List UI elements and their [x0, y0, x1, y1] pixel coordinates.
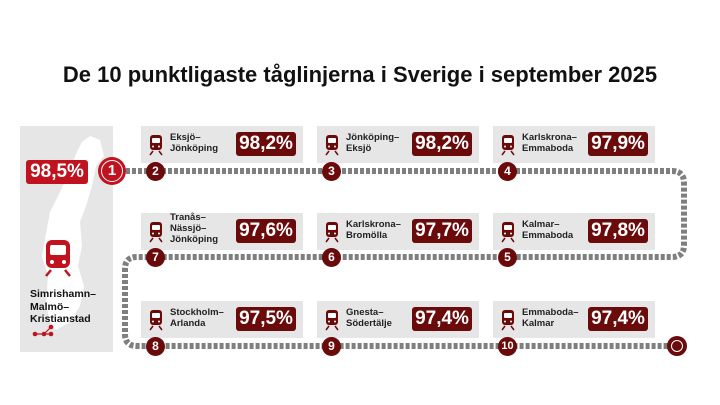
route-network-icon: [32, 324, 54, 337]
percent-badge: 97,5%: [236, 307, 296, 331]
route-line: Kalmar: [522, 318, 555, 329]
train-icon: [501, 135, 515, 156]
rank-marker: 8: [146, 337, 165, 356]
route-card: Emmaboda– Kalmar 97,4%: [493, 301, 655, 338]
route-line: Södertälje: [346, 318, 392, 329]
rank-number: 1: [101, 160, 123, 182]
route-line: Emmaboda: [522, 143, 574, 154]
percent-badge: 97,4%: [412, 307, 472, 331]
top-percent-badge: 98,5%: [26, 160, 88, 184]
route-card: Gnesta– Södertälje 97,4%: [317, 301, 479, 338]
route-line: Nässjö–: [170, 223, 207, 234]
route-name: Kalmar– Emmaboda: [522, 219, 573, 241]
train-icon: [149, 135, 163, 156]
rank-marker: 2: [146, 162, 165, 181]
route-card: Karlskrona– Emmaboda 97,9%: [493, 126, 655, 163]
percent-badge: 97,8%: [588, 219, 648, 243]
route-line: Emmaboda–: [522, 307, 579, 318]
route-name: Gnesta– Södertälje: [346, 307, 392, 329]
route-name: Karlskrona– Bromölla: [346, 219, 401, 241]
route-line: Eksjö–: [170, 132, 201, 143]
route-card: Jönköping– Eksjö 98,2%: [317, 126, 479, 163]
route-line: Bromölla: [346, 230, 388, 241]
rank-marker: 7: [146, 248, 165, 267]
rank-marker: 6: [322, 248, 341, 267]
rank-marker: 9: [322, 337, 341, 356]
route-name: Jönköping– Eksjö: [346, 132, 399, 154]
train-icon: [325, 135, 339, 156]
route-card: Stockholm– Arlanda 97,5%: [141, 301, 303, 338]
route-line: Eksjö: [346, 143, 372, 154]
train-icon: [325, 310, 339, 331]
route-card: Tranås– Nässjö– Jönköping 97,6%: [141, 212, 303, 250]
rank-marker: 5: [498, 248, 517, 267]
route-name: Eksjö– Jönköping: [170, 132, 218, 154]
percent-badge: 97,6%: [236, 219, 296, 243]
route-name: Emmaboda– Kalmar: [522, 307, 579, 329]
percent-badge: 98,2%: [236, 132, 296, 156]
percent-badge: 97,9%: [588, 132, 648, 156]
train-icon: [45, 240, 71, 277]
train-icon: [149, 222, 163, 243]
route-line: Kalmar–: [522, 219, 560, 230]
route-line: Karlskrona–: [346, 219, 401, 230]
route-line: Malmö–: [30, 300, 70, 313]
route-line: Gnesta–: [346, 307, 384, 318]
route-line: Jönköping: [170, 143, 219, 154]
route-name: Karlskrona– Emmaboda: [522, 132, 577, 154]
sweden-map-icon: [42, 136, 104, 330]
track-end-marker: [667, 336, 687, 356]
route-line: Arlanda: [170, 318, 206, 329]
route-name: Tranås– Nässjö– Jönköping: [170, 212, 218, 245]
train-icon: [149, 310, 163, 331]
percent-badge: 98,2%: [412, 132, 472, 156]
train-icon: [501, 310, 515, 331]
route-line: Jönköping: [170, 234, 219, 245]
rank-1-marker: 1: [98, 157, 126, 185]
percent-badge: 97,4%: [588, 307, 648, 331]
train-icon: [501, 222, 515, 243]
rank-marker: 10: [498, 337, 517, 356]
route-line: Stockholm–: [170, 307, 224, 318]
percent-badge: 97,7%: [412, 219, 472, 243]
route-line: Kristianstad: [30, 313, 91, 325]
route-line: Simrishamn–: [30, 288, 96, 300]
route-name: Stockholm– Arlanda: [170, 307, 224, 329]
route-line: Karlskrona–: [522, 132, 577, 143]
route-card: Kalmar– Emmaboda 97,8%: [493, 213, 655, 250]
route-line: Tranås–: [170, 212, 206, 223]
top-route-name: Simrishamn– Malmö– Kristianstad: [30, 288, 96, 326]
rank-marker: 4: [498, 162, 517, 181]
route-card: Karlskrona– Bromölla 97,7%: [317, 213, 479, 250]
rank-marker: 3: [322, 162, 341, 181]
route-card: Eksjö– Jönköping 98,2%: [141, 126, 303, 163]
train-icon: [325, 222, 339, 243]
page-title: De 10 punktligaste tåglinjerna i Sverige…: [62, 62, 658, 87]
route-line: Jönköping–: [346, 132, 400, 143]
route-line: Emmaboda: [522, 230, 574, 241]
